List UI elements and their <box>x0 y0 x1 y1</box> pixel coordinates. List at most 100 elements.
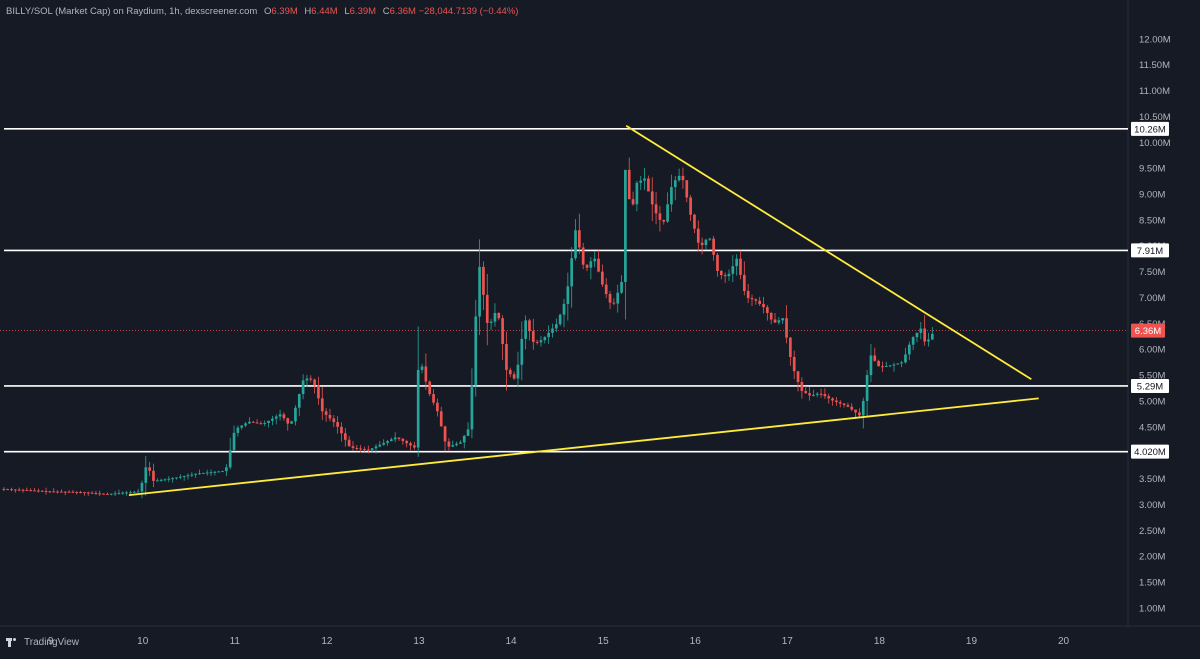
high-label: H <box>304 6 312 17</box>
candle-body <box>98 493 102 495</box>
candle-body <box>351 446 355 448</box>
candle-body <box>727 273 731 277</box>
candle-body <box>735 258 738 267</box>
last-price-label: 6.36M <box>1135 326 1161 337</box>
candle-body <box>539 340 543 343</box>
candlestick-series <box>2 157 934 499</box>
candle-body <box>631 199 635 205</box>
candle-body <box>52 491 56 493</box>
candle-body <box>804 391 808 394</box>
candle-body <box>716 254 719 271</box>
candle-body <box>117 493 121 495</box>
candle-body <box>708 238 712 240</box>
candle-body <box>485 294 489 323</box>
y-tick-label: 7.00M <box>1139 293 1165 304</box>
candle-body <box>336 422 339 427</box>
candle-body <box>459 442 462 444</box>
candle-body <box>792 356 796 372</box>
candle-body <box>570 258 574 287</box>
candle-body <box>363 449 366 451</box>
candle-body <box>547 332 550 338</box>
chart-legend: BILLY/SOL (Market Cap) on Raydium, 1h, d… <box>6 6 518 17</box>
low-value: 6.39M <box>349 6 377 17</box>
candle-body <box>324 411 328 415</box>
candle-body <box>25 489 29 491</box>
candle-body <box>750 298 754 300</box>
tradingview-brand[interactable]: TradingView <box>6 637 79 648</box>
y-tick-label: 3.50M <box>1139 474 1165 485</box>
candle-body <box>846 404 850 407</box>
candle-body <box>639 180 643 183</box>
candle-body <box>869 355 873 376</box>
level-label-box <box>1131 121 1169 136</box>
trendline-support[interactable] <box>128 397 1039 497</box>
candle-body <box>612 302 616 304</box>
candle-body <box>37 490 40 492</box>
candle-body <box>877 360 880 367</box>
candle-body <box>505 344 508 370</box>
candle-body <box>815 393 819 395</box>
level-label-box <box>1131 444 1169 459</box>
candle-body <box>109 493 113 495</box>
high-value: 6.44M <box>311 6 338 17</box>
y-tick-label: 1.00M <box>1139 603 1165 614</box>
x-tick-label: 20 <box>1058 636 1070 647</box>
y-tick-label: 2.00M <box>1139 552 1165 563</box>
candle-body <box>789 337 792 357</box>
candle-body <box>551 328 554 333</box>
y-tick-label: 12.00M <box>1139 34 1171 45</box>
y-tick-label: 9.00M <box>1139 190 1165 201</box>
candle-body <box>405 441 409 444</box>
candle-body <box>271 418 274 421</box>
candle-body <box>297 394 301 408</box>
candle-body <box>528 320 531 332</box>
candle-body <box>228 450 232 468</box>
candle-body <box>819 393 823 395</box>
level-label-box <box>1131 243 1169 258</box>
candle-body <box>865 375 869 401</box>
candle-body <box>558 314 562 325</box>
candle-body <box>44 491 48 493</box>
candle-body <box>624 169 627 282</box>
candle-body <box>221 471 224 473</box>
candle-body <box>63 491 67 493</box>
candle-body <box>904 354 907 363</box>
candle-body <box>919 328 923 333</box>
candle-body <box>616 292 620 304</box>
level-label: 4.020M <box>1134 447 1166 458</box>
candle-body <box>896 363 900 365</box>
candle-body <box>343 433 347 440</box>
time-axis[interactable]: 9 10 11 12 13 14 15 16 17 18 19 20 <box>48 636 1070 647</box>
candle-body <box>554 324 558 329</box>
x-tick-label: 14 <box>505 636 517 647</box>
candle-body <box>67 491 71 493</box>
candle-body <box>693 214 696 229</box>
candle-body <box>305 378 309 381</box>
y-tick-label: 4.50M <box>1139 422 1165 433</box>
symbol-title[interactable]: BILLY/SOL (Market Cap) on Raydium, 1h, d… <box>6 6 258 17</box>
candle-body <box>255 422 259 424</box>
candle-body <box>355 447 359 449</box>
candle-body <box>907 344 911 355</box>
close-label: C <box>382 6 390 17</box>
candle-body <box>198 473 201 475</box>
candle-body <box>86 492 90 494</box>
candle-body <box>900 362 903 364</box>
candle-body <box>155 480 159 482</box>
candle-body <box>520 338 524 365</box>
trendline-resistance[interactable] <box>625 124 1032 380</box>
candle-body <box>827 396 831 399</box>
brand-name: TradingView <box>24 637 80 648</box>
candle-body <box>424 366 428 382</box>
y-tick-label: 11.50M <box>1139 60 1170 71</box>
candle-body <box>251 421 255 423</box>
candle-body <box>205 472 209 474</box>
candle-body <box>785 318 788 338</box>
candle-body <box>290 421 293 424</box>
price-axis-labels: 10.26M 7.91M 5.29M 4.020M 6.36M <box>1131 121 1169 459</box>
candle-body <box>673 180 677 188</box>
candle-body <box>29 490 33 492</box>
